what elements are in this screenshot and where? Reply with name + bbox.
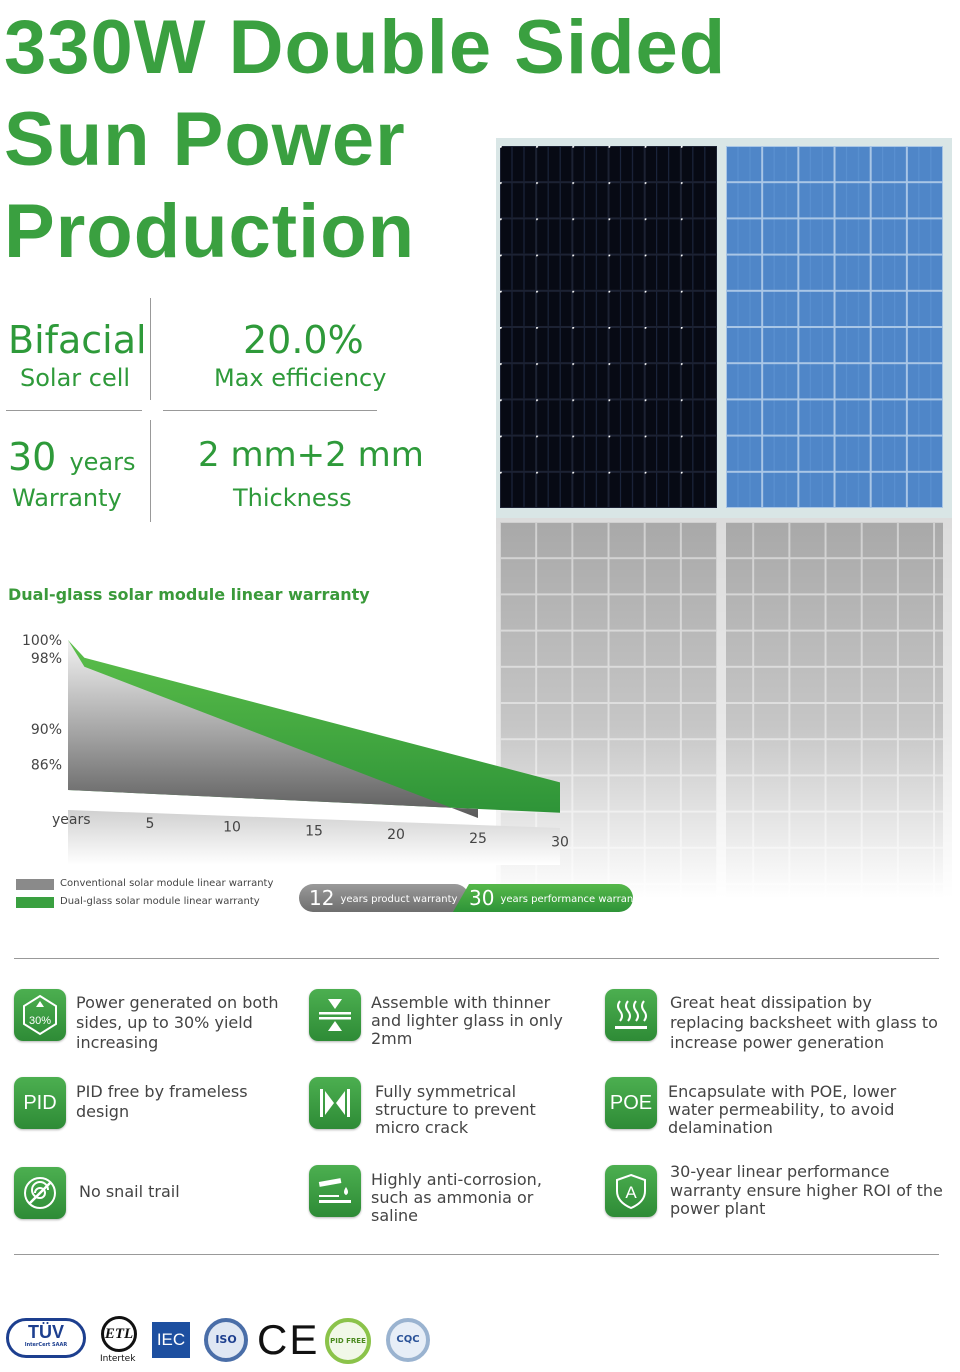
tuv-logo-text: TÜV <box>28 1322 64 1342</box>
solar-panel-illustration <box>496 138 952 898</box>
spec-bifacial-small: Solar cell <box>20 364 131 392</box>
yield-icon-label: 30% <box>29 1015 51 1027</box>
spec-divider-v2 <box>150 420 151 522</box>
spec-divider-v1 <box>150 298 151 400</box>
iec-logo: IEC <box>152 1322 190 1358</box>
legend-swatch-dual-glass <box>16 897 54 908</box>
chart-floor <box>68 810 560 865</box>
feature-text-heat-dissipation: Great heat dissipation by replacing back… <box>670 993 938 1052</box>
feature-text-snail-trail: No snail trail <box>79 1182 180 1201</box>
poe-icon: POE <box>605 1077 657 1129</box>
features-bottom-divider <box>14 1254 939 1255</box>
spec-efficiency-small: Max efficiency <box>214 364 387 392</box>
cqc-logo: CQC <box>386 1318 430 1362</box>
feature-text-pid: PID free by frameless design <box>76 1082 248 1121</box>
feature-text-roi-warranty: 30-year linear performance warranty ensu… <box>670 1162 943 1218</box>
spec-divider-h2 <box>163 410 377 411</box>
iso-logo: ISO <box>204 1318 248 1362</box>
y-tick-label: 100% <box>22 633 62 649</box>
product-warranty-text: years product warranty <box>340 894 458 905</box>
spec-efficiency-big: 20.0% <box>243 318 364 362</box>
spec-thickness-small: Thickness <box>233 484 352 512</box>
ce-logo: CE <box>257 1316 320 1363</box>
y-tick-label: 98% <box>31 651 62 667</box>
conventional-series-area <box>68 640 478 818</box>
product-warranty-pill: 12 years product warranty <box>299 884 469 912</box>
x-tick-label: 25 <box>469 831 487 847</box>
tuv-logo: TÜV InterCert SAAR <box>6 1318 86 1358</box>
symmetric-structure-icon <box>309 1077 361 1129</box>
spec-bifacial-big: Bifacial <box>8 318 147 362</box>
feature-text-yield: Power generated on both sides, up to 30%… <box>76 993 279 1052</box>
warranty-shield-icon: A <box>605 1165 657 1217</box>
title-line-2: Sun Power <box>4 97 406 182</box>
x-axis-ticks: years 5 10 15 20 25 30 <box>52 812 569 851</box>
pid-free-logo: PID FREE <box>325 1318 371 1364</box>
y-axis-ticks: 100% 98% 90% 86% <box>22 633 62 774</box>
x-tick-label: 20 <box>387 827 405 843</box>
legend-swatch-conventional <box>16 879 54 890</box>
y-tick-label: 90% <box>31 722 62 738</box>
feature-text-poe: Encapsulate with POE, lower water permea… <box>668 1082 897 1137</box>
performance-warranty-text: years performance warranty <box>500 894 644 905</box>
x-tick-label: 10 <box>223 820 241 836</box>
x-tick-label: 30 <box>551 835 569 851</box>
spec-warranty-value: 30 years <box>8 435 136 479</box>
spec-warranty-number: 30 <box>8 435 57 479</box>
pid-icon: PID <box>14 1077 66 1129</box>
x-axis-label: years <box>52 812 91 828</box>
warranty-chart: 100% 98% 90% 86% years 5 10 15 20 25 30 <box>22 633 569 865</box>
x-tick-label: 15 <box>305 823 323 839</box>
svg-text:A: A <box>625 1183 637 1202</box>
features-top-divider <box>14 958 939 959</box>
feature-text-thin-glass: Assemble with thinner and lighter glass … <box>371 993 563 1048</box>
title-line-1: 330W Double Sided <box>4 5 727 90</box>
performance-warranty-pill: 30 years performance warranty <box>453 884 633 912</box>
feature-text-anti-corrosion: Highly anti-corrosion, such as ammonia o… <box>371 1170 542 1225</box>
heat-dissipation-icon <box>605 989 657 1041</box>
tuv-logo-subtext: InterCert SAAR <box>24 1342 68 1348</box>
chart-title: Dual-glass solar module linear warranty <box>8 585 370 604</box>
no-snail-trail-icon <box>14 1167 66 1219</box>
thin-glass-icon <box>309 989 361 1041</box>
yield-30-icon: 30% <box>14 989 66 1041</box>
page-title: 330W Double Sided Sun Power Production <box>4 2 726 278</box>
x-tick-label: 5 <box>146 816 155 832</box>
spec-warranty-unit: years <box>69 448 136 476</box>
pid-icon-label: PID <box>23 1091 57 1114</box>
spec-thickness-big: 2 mm+2 mm <box>198 435 424 475</box>
product-warranty-number: 12 <box>309 886 335 910</box>
anti-corrosion-icon <box>309 1165 361 1217</box>
y-tick-label: 86% <box>31 758 62 774</box>
spec-divider-h1 <box>6 410 142 411</box>
legend-label-conventional: Conventional solar module linear warrant… <box>60 878 274 889</box>
etl-logo: ETL <box>101 1316 137 1352</box>
poe-icon-label: POE <box>609 1091 653 1114</box>
legend-label-dual-glass: Dual-glass solar module linear warranty <box>60 896 260 907</box>
feature-text-symmetric: Fully symmetrical structure to prevent m… <box>375 1082 536 1137</box>
performance-warranty-number: 30 <box>469 886 495 910</box>
etl-logo-subtext: Intertek <box>100 1354 136 1364</box>
spec-warranty-small: Warranty <box>12 484 122 512</box>
title-line-3: Production <box>4 189 416 274</box>
